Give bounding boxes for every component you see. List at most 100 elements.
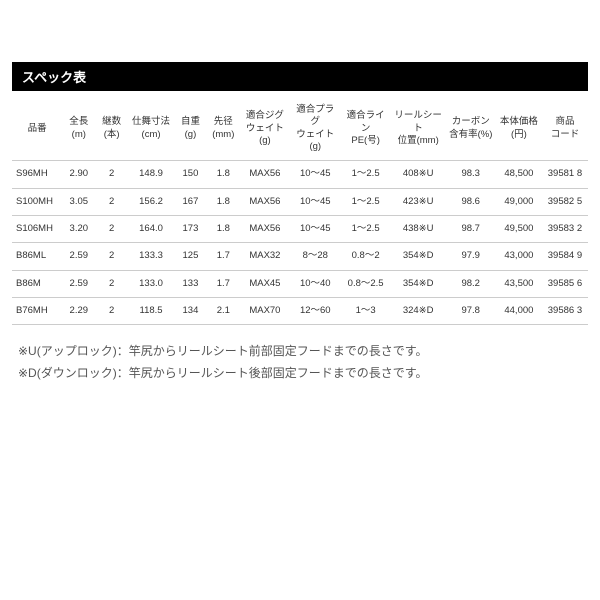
table-cell: 150 bbox=[174, 161, 207, 188]
footnote: ※U(アップロック)：竿尻からリールシート前部固定フードまでの長さです。 bbox=[18, 341, 588, 363]
col-header: 商品コード bbox=[542, 97, 588, 161]
col-header: リールシート位置(mm) bbox=[391, 97, 446, 161]
table-cell: 39582 5 bbox=[542, 188, 588, 215]
table-cell: 2.1 bbox=[207, 298, 240, 325]
spec-table: 品番 全長(m) 継数(本) 仕舞寸法(cm) 自重(g) 先径(mm) 適合ジ… bbox=[12, 97, 588, 325]
table-cell: 1.7 bbox=[207, 243, 240, 270]
table-cell: 1～2.5 bbox=[340, 188, 390, 215]
table-cell: MAX56 bbox=[240, 216, 290, 243]
table-cell: 423※U bbox=[391, 188, 446, 215]
table-cell: S96MH bbox=[12, 161, 62, 188]
table-cell: 2 bbox=[95, 298, 128, 325]
table-cell: 39586 3 bbox=[542, 298, 588, 325]
table-row: B86M2.592133.01331.7MAX4510～400.8～2.5354… bbox=[12, 270, 588, 297]
table-cell: 2.90 bbox=[62, 161, 95, 188]
table-row: S100MH3.052156.21671.8MAX5610～451～2.5423… bbox=[12, 188, 588, 215]
col-header: 継数(本) bbox=[95, 97, 128, 161]
table-cell: 134 bbox=[174, 298, 207, 325]
table-cell: 2 bbox=[95, 161, 128, 188]
table-cell: 133 bbox=[174, 270, 207, 297]
table-cell: MAX32 bbox=[240, 243, 290, 270]
table-cell: 1～2.5 bbox=[340, 216, 390, 243]
table-cell: 0.8～2 bbox=[340, 243, 390, 270]
table-cell: 1.8 bbox=[207, 216, 240, 243]
footnotes: ※U(アップロック)：竿尻からリールシート前部固定フードまでの長さです。 ※D(… bbox=[12, 341, 588, 384]
table-cell: 354※D bbox=[391, 243, 446, 270]
table-cell: 2 bbox=[95, 270, 128, 297]
table-cell: 0.8～2.5 bbox=[340, 270, 390, 297]
table-cell: 98.6 bbox=[446, 188, 496, 215]
table-cell: 3.05 bbox=[62, 188, 95, 215]
table-header-row: 品番 全長(m) 継数(本) 仕舞寸法(cm) 自重(g) 先径(mm) 適合ジ… bbox=[12, 97, 588, 161]
table-cell: 8～28 bbox=[290, 243, 340, 270]
table-cell: S106MH bbox=[12, 216, 62, 243]
table-cell: 43,500 bbox=[496, 270, 542, 297]
table-cell: 2 bbox=[95, 243, 128, 270]
table-cell: S100MH bbox=[12, 188, 62, 215]
table-row: B86ML2.592133.31251.7MAX328～280.8～2354※D… bbox=[12, 243, 588, 270]
table-cell: 39583 2 bbox=[542, 216, 588, 243]
table-cell: 98.2 bbox=[446, 270, 496, 297]
table-cell: 118.5 bbox=[128, 298, 174, 325]
table-cell: 12～60 bbox=[290, 298, 340, 325]
table-cell: 1.8 bbox=[207, 161, 240, 188]
col-header: 適合ラインPE(号) bbox=[340, 97, 390, 161]
table-cell: 10～45 bbox=[290, 161, 340, 188]
table-cell: 97.8 bbox=[446, 298, 496, 325]
table-cell: 1.7 bbox=[207, 270, 240, 297]
table-cell: 39584 9 bbox=[542, 243, 588, 270]
table-cell: 39585 6 bbox=[542, 270, 588, 297]
table-cell: 43,000 bbox=[496, 243, 542, 270]
table-cell: 10～45 bbox=[290, 188, 340, 215]
col-header: 先径(mm) bbox=[207, 97, 240, 161]
col-header: 適合プラグウェイト(g) bbox=[290, 97, 340, 161]
table-cell: MAX56 bbox=[240, 161, 290, 188]
table-cell: 167 bbox=[174, 188, 207, 215]
col-header: 適合ジグウェイト(g) bbox=[240, 97, 290, 161]
table-cell: 48,500 bbox=[496, 161, 542, 188]
col-header: 自重(g) bbox=[174, 97, 207, 161]
table-cell: 408※U bbox=[391, 161, 446, 188]
footnote: ※D(ダウンロック)：竿尻からリールシート後部固定フードまでの長さです。 bbox=[18, 363, 588, 385]
table-cell: 173 bbox=[174, 216, 207, 243]
table-row: S106MH3.202164.01731.8MAX5610～451～2.5438… bbox=[12, 216, 588, 243]
table-cell: 2.59 bbox=[62, 270, 95, 297]
table-row: S96MH2.902148.91501.8MAX5610～451～2.5408※… bbox=[12, 161, 588, 188]
table-cell: 2 bbox=[95, 216, 128, 243]
table-cell: 3.20 bbox=[62, 216, 95, 243]
table-cell: 2.29 bbox=[62, 298, 95, 325]
col-header: カーボン含有率(%) bbox=[446, 97, 496, 161]
table-cell: 2 bbox=[95, 188, 128, 215]
table-cell: 133.0 bbox=[128, 270, 174, 297]
table-cell: 354※D bbox=[391, 270, 446, 297]
table-cell: 97.9 bbox=[446, 243, 496, 270]
col-header: 全長(m) bbox=[62, 97, 95, 161]
table-cell: 10～45 bbox=[290, 216, 340, 243]
table-cell: 1～2.5 bbox=[340, 161, 390, 188]
col-header: 品番 bbox=[12, 97, 62, 161]
col-header: 本体価格(円) bbox=[496, 97, 542, 161]
table-cell: 49,500 bbox=[496, 216, 542, 243]
table-cell: 148.9 bbox=[128, 161, 174, 188]
table-cell: 133.3 bbox=[128, 243, 174, 270]
table-cell: 2.59 bbox=[62, 243, 95, 270]
table-cell: B76MH bbox=[12, 298, 62, 325]
table-cell: 438※U bbox=[391, 216, 446, 243]
table-cell: B86M bbox=[12, 270, 62, 297]
table-cell: MAX56 bbox=[240, 188, 290, 215]
table-cell: 1～3 bbox=[340, 298, 390, 325]
table-cell: 324※D bbox=[391, 298, 446, 325]
table-cell: MAX45 bbox=[240, 270, 290, 297]
table-cell: 1.8 bbox=[207, 188, 240, 215]
spec-table-title: スペック表 bbox=[12, 62, 588, 91]
table-cell: 125 bbox=[174, 243, 207, 270]
table-cell: 156.2 bbox=[128, 188, 174, 215]
table-row: B76MH2.292118.51342.1MAX7012～601～3324※D9… bbox=[12, 298, 588, 325]
table-cell: MAX70 bbox=[240, 298, 290, 325]
table-cell: 10～40 bbox=[290, 270, 340, 297]
table-cell: 164.0 bbox=[128, 216, 174, 243]
table-cell: 49,000 bbox=[496, 188, 542, 215]
table-cell: 98.3 bbox=[446, 161, 496, 188]
table-cell: B86ML bbox=[12, 243, 62, 270]
table-cell: 39581 8 bbox=[542, 161, 588, 188]
